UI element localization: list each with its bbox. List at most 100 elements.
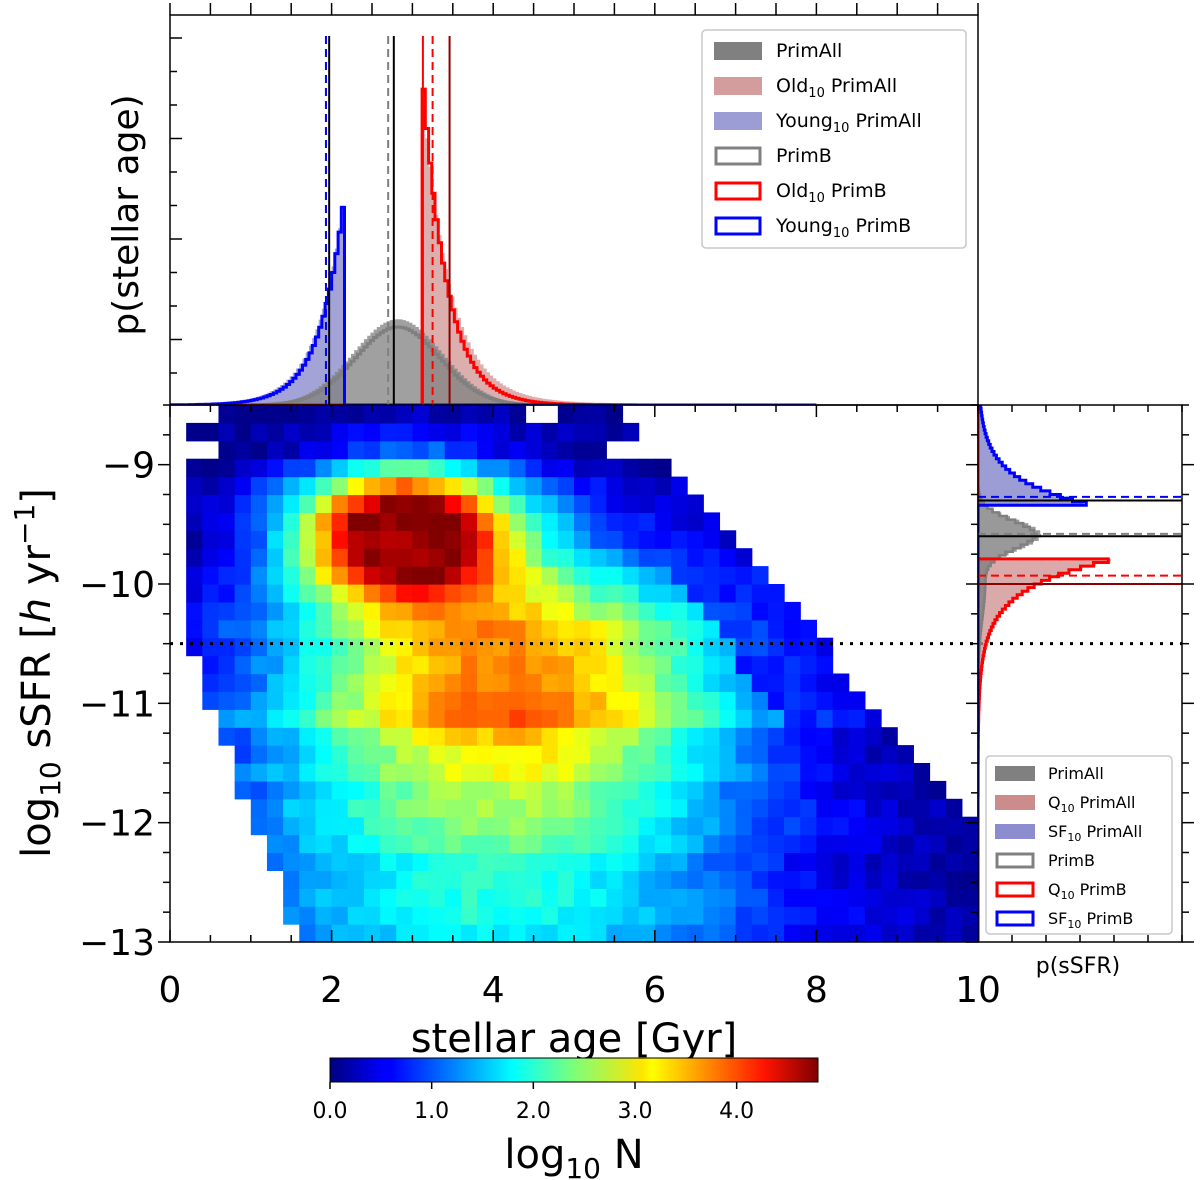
y-tick-label: −13 xyxy=(79,923,155,964)
heatmap-cell xyxy=(881,816,898,836)
heatmap-cell xyxy=(735,852,753,871)
heatmap-cell xyxy=(670,852,688,871)
heatmap-cell xyxy=(557,530,575,549)
heatmap-cell xyxy=(380,870,397,889)
heatmap-cell xyxy=(670,619,688,639)
heatmap-cell xyxy=(557,763,575,782)
heatmap-cell xyxy=(784,727,801,746)
heatmap-cell xyxy=(299,727,317,746)
heatmap-cell xyxy=(218,584,236,603)
heatmap-cell xyxy=(525,476,543,496)
heatmap-cell xyxy=(250,691,268,710)
heatmap-cell xyxy=(315,405,333,424)
heatmap-cell xyxy=(848,780,866,800)
heatmap-cell xyxy=(444,548,462,567)
heatmap-cell xyxy=(493,619,510,639)
heatmap-cell xyxy=(460,512,478,531)
heatmap-cell xyxy=(735,834,753,854)
heatmap-cell xyxy=(767,888,785,907)
heatmap-cell xyxy=(913,852,931,871)
heatmap-cell xyxy=(541,440,559,460)
heatmap-cell xyxy=(574,566,591,585)
main-panel: 0 2 4 6 8 10 −9 −10 −11 −12 −13 stellar age [Gyr]… xyxy=(8,404,1182,1062)
legend-label-q_primb: Q10 PrimB xyxy=(1048,880,1127,902)
heatmap-cell xyxy=(638,709,656,728)
heatmap-cell xyxy=(299,888,317,907)
heatmap-cell xyxy=(202,691,220,710)
heatmap-cell xyxy=(767,601,785,621)
heatmap-cell xyxy=(347,405,365,424)
heatmap-cell xyxy=(832,816,850,836)
heatmap-cell xyxy=(590,530,607,549)
heatmap-cell xyxy=(816,924,834,942)
heatmap-cell xyxy=(299,530,317,549)
heatmap-cell xyxy=(525,924,543,942)
heatmap-cell xyxy=(299,834,317,854)
heatmap-cell xyxy=(477,566,494,585)
heatmap-cell xyxy=(687,619,704,639)
heatmap-cell xyxy=(703,673,721,692)
heatmap-cell xyxy=(735,745,753,764)
heatmap-cell xyxy=(864,798,882,818)
heatmap-cell xyxy=(541,494,559,513)
heatmap-cell xyxy=(283,691,300,710)
heatmap-cell xyxy=(477,691,494,710)
heatmap-cell xyxy=(444,727,462,746)
heatmap-cell xyxy=(800,637,817,657)
heatmap-cell xyxy=(299,566,317,585)
heatmap-cell xyxy=(590,601,607,621)
heatmap-cell xyxy=(444,906,462,925)
heatmap-cell xyxy=(396,512,413,531)
heatmap-cell xyxy=(477,780,494,800)
heatmap-cell xyxy=(622,512,640,531)
heatmap-cell xyxy=(428,655,446,675)
heatmap-cell xyxy=(606,870,624,889)
heatmap-cell xyxy=(315,422,333,442)
x-tick-label: 4 xyxy=(482,970,505,1011)
heatmap-cell xyxy=(816,763,834,782)
heatmap-cell xyxy=(574,548,591,567)
heatmap-cell xyxy=(541,476,559,496)
heatmap-cell xyxy=(913,870,931,889)
heatmap-cell xyxy=(331,548,349,567)
heatmap-cell xyxy=(444,798,462,818)
heatmap-cell xyxy=(250,566,268,585)
heatmap-cell xyxy=(670,601,688,621)
heatmap-cell xyxy=(315,566,333,585)
heatmap-cell xyxy=(444,566,462,585)
heatmap-cell xyxy=(800,906,817,925)
heatmap-cell xyxy=(428,834,446,854)
heatmap-cell xyxy=(622,816,640,836)
heatmap-cell xyxy=(477,763,494,782)
heatmap-cell xyxy=(784,619,801,639)
heatmap-cell xyxy=(590,637,607,657)
heatmap-cell xyxy=(864,888,882,907)
heatmap-cell xyxy=(202,637,220,657)
heatmap-cell xyxy=(670,673,688,692)
colorbar-tick-label: 0.0 xyxy=(313,1099,348,1124)
heatmap-cell xyxy=(832,924,850,942)
heatmap-cell xyxy=(574,709,591,728)
heatmap-cell xyxy=(347,727,365,746)
heatmap-cell xyxy=(428,405,446,424)
heatmap-cell xyxy=(380,422,397,442)
heatmap-cell xyxy=(477,655,494,675)
heatmap-cell xyxy=(396,745,413,764)
heatmap-cell xyxy=(606,888,624,907)
heatmap-cell xyxy=(444,673,462,692)
legend-swatch-young_primb xyxy=(714,216,762,236)
heatmap-cell xyxy=(396,530,413,549)
heatmap-cell xyxy=(444,601,462,621)
heatmap-cell xyxy=(363,691,381,710)
heatmap-cell xyxy=(186,619,203,639)
heatmap-cell xyxy=(590,619,607,639)
heatmap-cell xyxy=(735,566,753,585)
heatmap-cell xyxy=(380,852,397,871)
heatmap-cell xyxy=(703,816,721,836)
heatmap-cell xyxy=(735,709,753,728)
heatmap-cell xyxy=(800,763,817,782)
heatmap-cell xyxy=(315,637,333,657)
heatmap-cell xyxy=(622,601,640,621)
heatmap-cell xyxy=(412,763,430,782)
heatmap-cell xyxy=(929,798,947,818)
